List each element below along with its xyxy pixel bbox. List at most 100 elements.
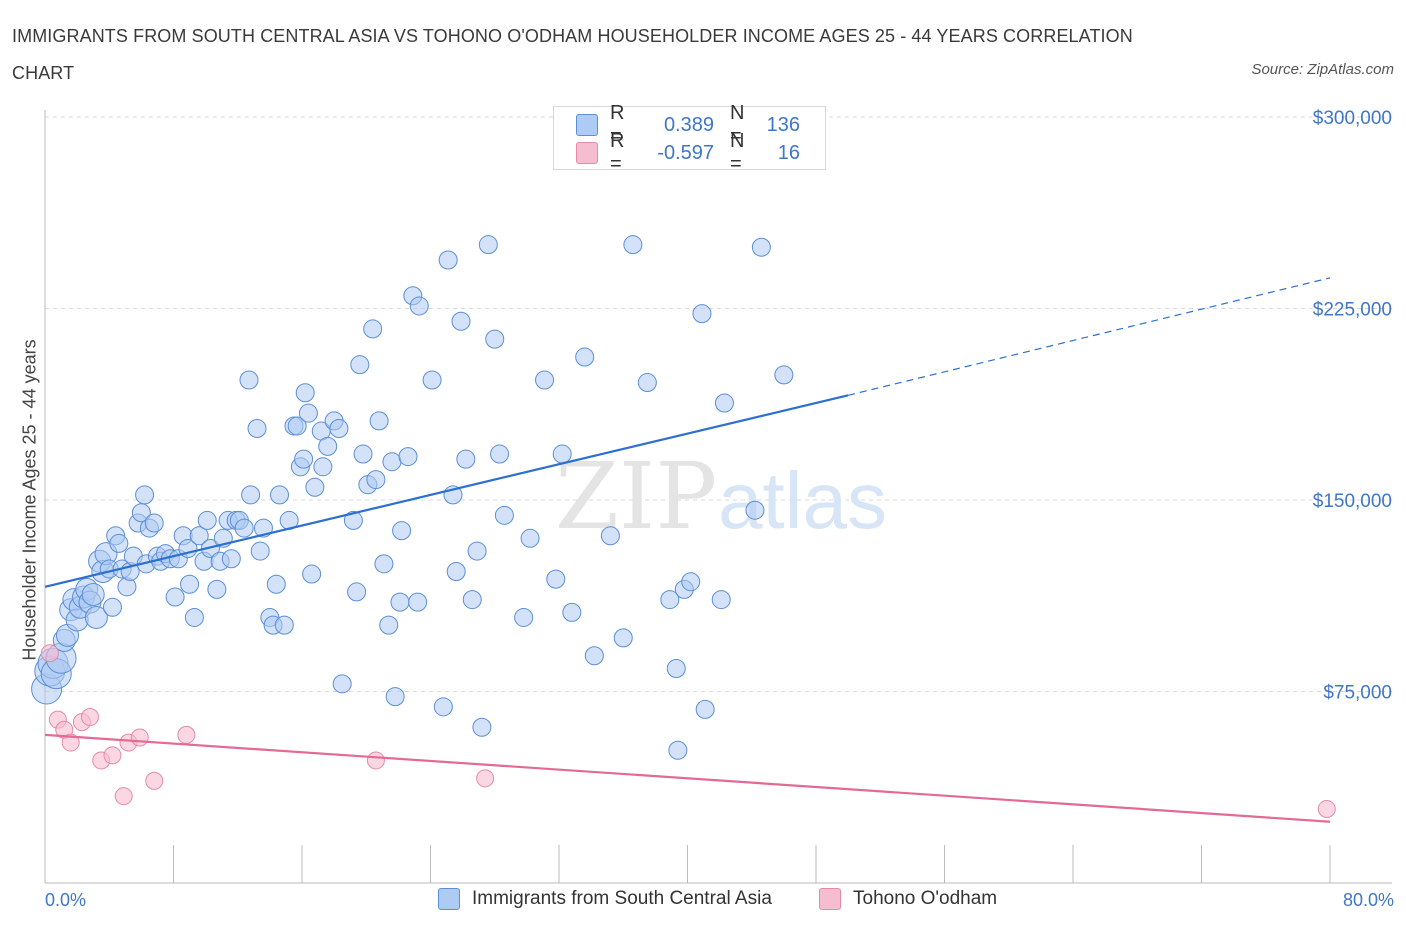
data-point-immigrants: [600, 526, 620, 546]
data-point-immigrants: [681, 572, 701, 592]
data-point-tohono: [366, 751, 385, 770]
data-point-immigrants: [298, 403, 318, 423]
data-point-immigrants: [490, 444, 510, 464]
data-point-immigrants: [535, 370, 555, 390]
data-point-immigrants: [462, 590, 482, 610]
data-point-immigrants: [347, 582, 367, 602]
legend-label-immigrants: Immigrants from South Central Asia: [472, 888, 772, 909]
data-point-immigrants: [398, 447, 418, 467]
data-point-immigrants: [313, 457, 333, 477]
data-point-immigrants: [494, 505, 514, 525]
data-point-tohono: [476, 769, 495, 788]
data-point-immigrants: [714, 393, 734, 413]
data-point-tohono: [1317, 799, 1336, 818]
data-point-immigrants: [514, 607, 534, 627]
watermark-zip: ZIP: [555, 443, 717, 550]
x-tick-label-min: 0.0%: [45, 890, 87, 910]
data-point-immigrants: [692, 304, 712, 324]
chart-title: IMMIGRANTS FROM SOUTH CENTRAL ASIA VS TO…: [12, 26, 1133, 83]
x-tick-label-max: 80.0%: [1342, 890, 1394, 910]
data-point-immigrants: [745, 500, 765, 520]
data-point-immigrants: [266, 574, 286, 594]
data-point-immigrants: [385, 687, 405, 707]
data-point-immigrants: [369, 411, 389, 431]
data-point-immigrants: [197, 510, 217, 530]
y-tick-label: $75,000: [1323, 683, 1392, 704]
data-point-immigrants: [294, 449, 314, 469]
data-point-immigrants: [668, 740, 688, 760]
data-point-immigrants: [353, 444, 373, 464]
data-point-immigrants: [221, 549, 241, 569]
data-point-immigrants: [520, 528, 540, 548]
data-point-immigrants: [660, 590, 680, 610]
data-point-tohono: [103, 746, 122, 765]
y-axis-tick-labels: $75,000 $150,000 $225,000 $300,000: [1313, 108, 1392, 704]
data-point-immigrants: [241, 485, 261, 505]
data-point-immigrants: [117, 577, 137, 597]
data-point-immigrants: [318, 436, 338, 456]
x-axis-ticks: [44, 845, 1331, 883]
data-point-tohono: [145, 771, 164, 790]
data-point-immigrants: [239, 370, 259, 390]
data-point-immigrants: [478, 235, 498, 255]
legend-item-immigrants: Immigrants from South Central Asia: [438, 888, 772, 910]
data-point-tohono: [130, 728, 149, 747]
data-point-tohono: [80, 708, 99, 727]
n-label: N =: [730, 130, 745, 175]
r-value: -0.597: [657, 141, 714, 164]
stats-legend: R = 0.389 N = 136 R = -0.597 N = 16: [553, 102, 826, 175]
data-point-immigrants: [144, 513, 164, 533]
data-point-immigrants: [363, 319, 383, 339]
data-point-immigrants: [81, 582, 105, 606]
data-point-tohono: [40, 644, 59, 663]
series-immigrants-points: [31, 235, 794, 760]
data-point-immigrants: [189, 526, 209, 546]
data-point-immigrants: [751, 237, 771, 257]
trend-line-immigrants: [44, 394, 849, 588]
data-point-immigrants: [270, 485, 290, 505]
data-point-immigrants: [135, 485, 155, 505]
y-tick-label: $300,000: [1313, 108, 1392, 129]
data-point-immigrants: [433, 697, 453, 717]
data-point-immigrants: [382, 452, 402, 472]
data-point-immigrants: [247, 419, 267, 439]
data-point-immigrants: [180, 574, 200, 594]
data-point-immigrants: [637, 373, 657, 393]
data-point-immigrants: [472, 717, 492, 737]
data-point-immigrants: [446, 561, 466, 581]
data-point-immigrants: [366, 470, 386, 490]
data-point-immigrants: [409, 296, 429, 316]
r-label: R =: [610, 102, 625, 147]
data-point-immigrants: [332, 674, 352, 694]
data-point-immigrants: [422, 370, 442, 390]
data-point-immigrants: [584, 646, 604, 666]
data-point-tohono: [114, 787, 133, 806]
data-point-immigrants: [613, 628, 633, 648]
data-point-immigrants: [234, 518, 254, 538]
series-tohono-points: [40, 644, 1336, 818]
data-point-immigrants: [695, 699, 715, 719]
data-point-immigrants: [438, 250, 458, 270]
data-point-immigrants: [84, 605, 108, 629]
data-point-immigrants: [165, 587, 185, 607]
data-point-immigrants: [374, 554, 394, 574]
data-point-immigrants: [295, 383, 315, 403]
r-value: 0.389: [663, 113, 714, 136]
y-axis-label: Householder Income Ages 25 - 44 years: [19, 339, 40, 661]
data-point-immigrants: [575, 347, 595, 367]
legend-label-tohono: Tohono O'odham: [853, 888, 998, 909]
data-point-immigrants: [451, 311, 471, 331]
data-point-immigrants: [343, 510, 363, 530]
data-point-immigrants: [485, 329, 505, 349]
legend-swatch-blue: [438, 888, 460, 910]
watermark-atlas: atlas: [718, 456, 887, 545]
watermark: ZIP atlas: [555, 443, 887, 550]
data-point-immigrants: [379, 615, 399, 635]
data-point-tohono: [61, 733, 80, 752]
data-point-immigrants: [287, 416, 307, 436]
n-value: 16: [777, 141, 800, 164]
data-point-immigrants: [184, 607, 204, 627]
n-label: N =: [730, 102, 745, 147]
data-point-tohono: [177, 725, 196, 744]
